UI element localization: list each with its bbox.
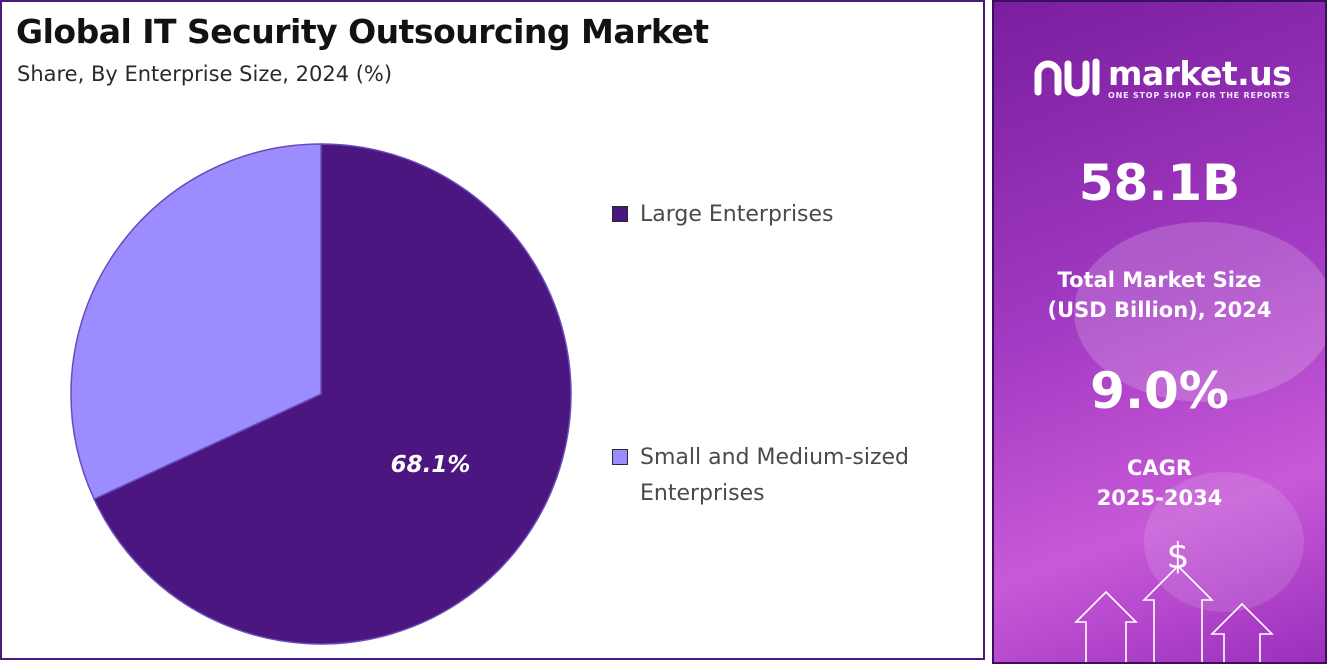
legend-swatch-large-enterprises bbox=[612, 206, 628, 222]
cagr-value: 9.0% bbox=[1090, 362, 1229, 420]
chart-title: Global IT Security Outsourcing Market bbox=[16, 12, 709, 51]
pie-slice-large-enterprises bbox=[93, 143, 572, 645]
brand-logo-block: market.us ONE STOP SHOP FOR THE REPORTS bbox=[1032, 50, 1292, 106]
legend-swatch-sme bbox=[612, 449, 628, 465]
legend-item-large-enterprises: Large Enterprises bbox=[612, 197, 960, 233]
dollar-icon: $ bbox=[1167, 536, 1190, 577]
market-size-value: 58.1B bbox=[1078, 154, 1241, 212]
legend-item-sme: Small and Medium-sized Enterprises bbox=[612, 440, 960, 512]
brand-tagline: ONE STOP SHOP FOR THE REPORTS bbox=[1108, 90, 1291, 100]
market-us-logo-icon bbox=[1034, 58, 1100, 97]
market-size-label-line1: Total Market Size bbox=[1057, 268, 1262, 292]
legend-label-sme: Small and Medium-sized Enterprises bbox=[640, 445, 910, 506]
market-size-label-line2: (USD Billion), 2024 bbox=[1047, 298, 1272, 322]
brand-name: market.us bbox=[1108, 53, 1292, 93]
summary-panel: market.us ONE STOP SHOP FOR THE REPORTS … bbox=[992, 0, 1327, 664]
background-shape bbox=[1074, 222, 1325, 402]
up-arrows-icon bbox=[1074, 564, 1274, 662]
chart-subtitle: Share, By Enterprise Size, 2024 (%) bbox=[17, 62, 393, 86]
pie-slice-small-and-medium-sized-enterprises bbox=[70, 143, 322, 501]
growth-arrows-illustration: $ bbox=[1074, 536, 1274, 662]
pie-chart: 68.1% bbox=[70, 143, 572, 645]
cagr-label-line2: 2025-2034 bbox=[1096, 486, 1223, 510]
chart-panel: Global IT Security Outsourcing Market Sh… bbox=[0, 0, 985, 660]
pie-data-label: 68.1% bbox=[391, 452, 471, 478]
legend-label-large-enterprises: Large Enterprises bbox=[640, 202, 834, 227]
background-shape bbox=[1144, 472, 1304, 612]
cagr-label-line1: CAGR bbox=[1126, 456, 1193, 480]
